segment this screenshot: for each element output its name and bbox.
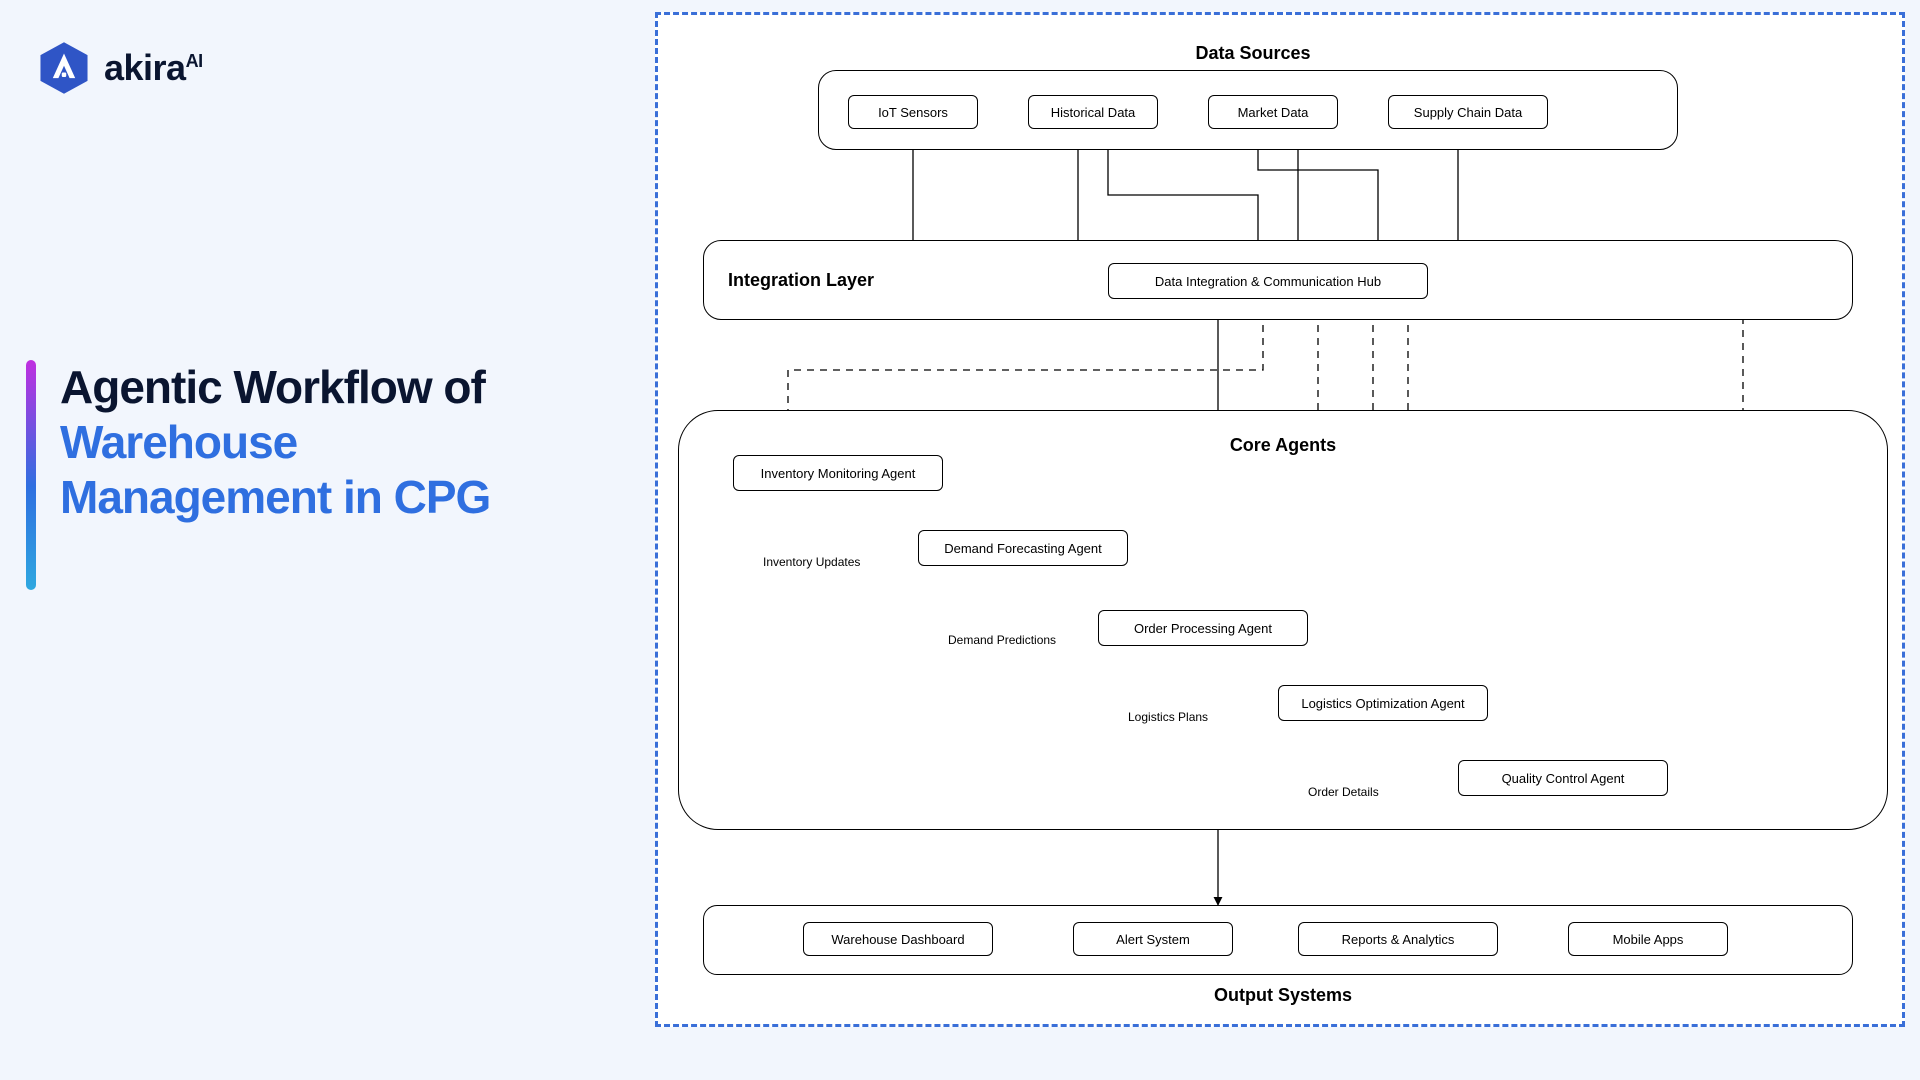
node-iot: IoT Sensors — [848, 95, 978, 129]
node-hub: Data Integration & Communication Hub — [1108, 263, 1428, 299]
section-label-output: Output Systems — [1178, 985, 1388, 1006]
node-alert: Alert System — [1073, 922, 1233, 956]
node-demand: Demand Forecasting Agent — [918, 530, 1128, 566]
logo-hex-icon — [36, 40, 92, 96]
node-logi: Logistics Optimization Agent — [1278, 685, 1488, 721]
node-dash: Warehouse Dashboard — [803, 922, 993, 956]
node-qc: Quality Control Agent — [1458, 760, 1668, 796]
logo-text: akiraAI — [104, 47, 203, 89]
page-title: Agentic Workflow of Warehouse Management… — [26, 360, 606, 620]
section-label-integration: Integration Layer — [728, 270, 988, 291]
diagram-frame: Data Sources Integration Layer Core Agents… — [655, 12, 1905, 1027]
node-mobile: Mobile Apps — [1568, 922, 1728, 956]
node-inv: Inventory Monitoring Agent — [733, 455, 943, 491]
title-text: Agentic Workflow of Warehouse Management… — [60, 360, 490, 526]
section-label-core_agents: Core Agents — [1188, 435, 1378, 456]
edge-label-inv_upd: Inventory Updates — [763, 555, 860, 569]
left-panel: akiraAI Agentic Workflow of Warehouse Ma… — [0, 0, 640, 1080]
node-hist: Historical Data — [1028, 95, 1158, 129]
title-accent-bar — [26, 360, 36, 590]
edge-label-demand_p: Demand Predictions — [948, 633, 1056, 647]
title-line1: Agentic Workflow of — [60, 360, 490, 415]
logo-word: akira — [104, 47, 186, 88]
edge-label-log_p: Logistics Plans — [1128, 710, 1208, 724]
node-supply: Supply Chain Data — [1388, 95, 1548, 129]
diagram-canvas: Data Sources Integration Layer Core Agents… — [658, 15, 1902, 1024]
title-line3: Management in CPG — [60, 470, 490, 525]
section-label-data_sources: Data Sources — [1158, 43, 1348, 64]
edge-label-ord_d: Order Details — [1308, 785, 1379, 799]
title-line2-3: Warehouse Management in CPG — [60, 415, 490, 525]
node-reports: Reports & Analytics — [1298, 922, 1498, 956]
node-order: Order Processing Agent — [1098, 610, 1308, 646]
logo-suffix: AI — [186, 51, 203, 71]
title-line2: Warehouse — [60, 415, 490, 470]
node-market: Market Data — [1208, 95, 1338, 129]
logo: akiraAI — [36, 40, 203, 96]
